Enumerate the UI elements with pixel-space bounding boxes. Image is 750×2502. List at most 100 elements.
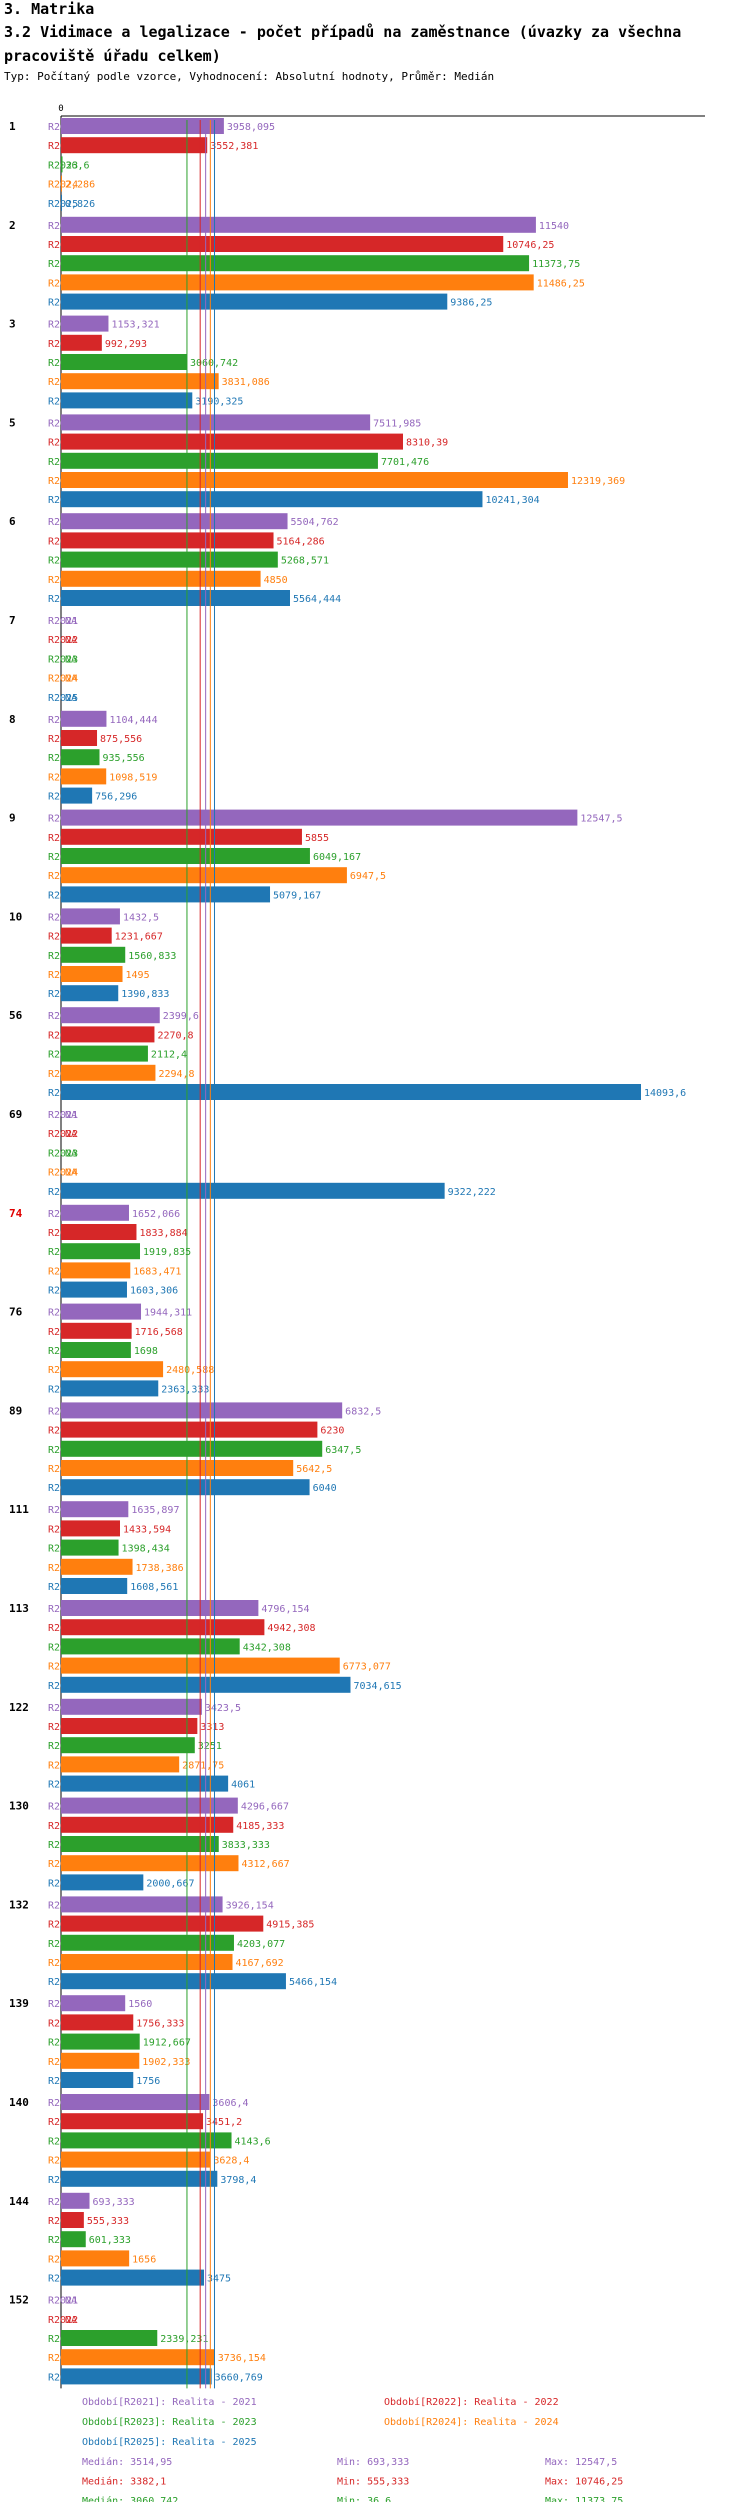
data-label: 2,286 bbox=[65, 180, 95, 191]
bar-132-R2021 bbox=[61, 1896, 223, 1913]
data-label: 3798,4 bbox=[220, 2175, 256, 2186]
legend-item-R2021: Období[R2021]: Realita - 2021 bbox=[82, 2396, 257, 2408]
bar-3-R2021 bbox=[61, 315, 109, 332]
series-key-label: R2021 bbox=[48, 2296, 78, 2307]
data-label: 1398,434 bbox=[122, 1544, 170, 1555]
data-label: NA bbox=[65, 2315, 77, 2326]
bar-8-R2023 bbox=[61, 749, 100, 766]
bar-1-R2021 bbox=[61, 118, 224, 134]
data-label: 3552,381 bbox=[210, 141, 258, 152]
data-label: 11486,25 bbox=[537, 278, 585, 289]
bar-56-R2025 bbox=[61, 1084, 641, 1100]
bar-76-R2021 bbox=[61, 1303, 142, 1320]
bar-140-R2022 bbox=[61, 2113, 204, 2130]
stat-median-R2021: Medián: 3514,95 bbox=[82, 2456, 172, 2468]
bar-9-R2023 bbox=[61, 848, 310, 864]
data-label: 1756,333 bbox=[136, 2018, 184, 2029]
bar-111-R2021 bbox=[61, 1501, 129, 1518]
bar-1-R2025 bbox=[61, 194, 62, 211]
group-label-9: 9 bbox=[9, 812, 16, 825]
data-label: 14093,6 bbox=[644, 1088, 686, 1099]
data-label: NA bbox=[65, 1148, 77, 1159]
data-label: 1098,519 bbox=[109, 772, 157, 783]
series-key-label: R2022 bbox=[48, 1129, 78, 1140]
bar-74-R2024 bbox=[61, 1262, 131, 1279]
legend-item-R2023: Období[R2023]: Realita - 2023 bbox=[82, 2416, 257, 2428]
bar-8-R2025 bbox=[61, 787, 93, 804]
bar-89-R2025 bbox=[61, 1479, 310, 1496]
bar-10-R2021 bbox=[61, 908, 120, 925]
group-label-1: 1 bbox=[9, 120, 16, 133]
data-label: 0,826 bbox=[65, 199, 95, 210]
group-label-76: 76 bbox=[9, 1306, 23, 1319]
bar-152-R2025 bbox=[61, 2368, 212, 2385]
data-label: 1944,311 bbox=[144, 1308, 192, 1319]
group-label-5: 5 bbox=[9, 416, 16, 429]
data-label: 1390,833 bbox=[121, 989, 169, 1000]
data-label: 3660,769 bbox=[215, 2372, 263, 2383]
data-label: 601,333 bbox=[89, 2235, 131, 2246]
series-key-label: R2022 bbox=[48, 635, 78, 646]
data-label: 1756 bbox=[136, 2076, 160, 2087]
data-label: 6832,5 bbox=[345, 1406, 381, 1417]
data-label: 11540 bbox=[539, 221, 569, 232]
bar-130-R2022 bbox=[61, 1816, 234, 1833]
bar-56-R2023 bbox=[61, 1045, 148, 1062]
data-label: NA bbox=[65, 616, 77, 627]
bar-140-R2024 bbox=[61, 2151, 211, 2168]
bar-3-R2023 bbox=[61, 354, 187, 370]
bar-140-R2025 bbox=[61, 2170, 218, 2187]
data-label: 3190,325 bbox=[195, 396, 243, 407]
data-label: 4850 bbox=[264, 575, 288, 586]
series-key-label: R2021 bbox=[48, 616, 78, 627]
data-label: 1833,884 bbox=[139, 1228, 187, 1239]
group-label-56: 56 bbox=[9, 1009, 23, 1022]
data-label: 5504,762 bbox=[291, 517, 339, 528]
x-tick-label-0: 0 bbox=[58, 104, 63, 114]
group-label-3: 3 bbox=[9, 318, 16, 331]
group-label-152: 152 bbox=[9, 2294, 29, 2307]
group-label-139: 139 bbox=[9, 1997, 29, 2010]
data-label: 4312,667 bbox=[241, 1859, 289, 1870]
data-label: 2399,6 bbox=[163, 1011, 199, 1022]
group-label-7: 7 bbox=[9, 614, 16, 627]
data-label: 7701,476 bbox=[381, 457, 429, 468]
series-key-label: R2021 bbox=[48, 1110, 78, 1121]
group-label-10: 10 bbox=[9, 910, 22, 923]
chart-title: 3.2 Vidimace a legalizace - počet případ… bbox=[4, 23, 682, 65]
data-label: 5466,154 bbox=[289, 1977, 337, 1988]
data-label: 1104,444 bbox=[109, 715, 157, 726]
data-label: 1608,561 bbox=[130, 1582, 178, 1593]
data-label: 4342,308 bbox=[243, 1642, 291, 1653]
data-label: 756,296 bbox=[95, 792, 137, 803]
group-label-113: 113 bbox=[9, 1602, 29, 1615]
data-label: 3423,5 bbox=[205, 1703, 241, 1714]
data-label: 1495 bbox=[126, 970, 150, 981]
series-key-label: R2025 bbox=[48, 199, 78, 210]
data-label: 1560,833 bbox=[128, 951, 176, 962]
bar-6-R2023 bbox=[61, 551, 278, 568]
series-key-label: R2023 bbox=[48, 654, 78, 665]
bar-6-R2024 bbox=[61, 570, 261, 587]
bar-89-R2021 bbox=[61, 1402, 343, 1419]
legend-item-R2024: Období[R2024]: Realita - 2024 bbox=[384, 2416, 559, 2428]
data-label: 6049,167 bbox=[313, 852, 361, 863]
bar-113-R2022 bbox=[61, 1619, 265, 1636]
data-label: 3958,095 bbox=[227, 122, 275, 133]
group-label-122: 122 bbox=[9, 1701, 29, 1714]
data-label: 1716,568 bbox=[135, 1327, 183, 1338]
data-label: 4796,154 bbox=[261, 1604, 309, 1615]
group-label-132: 132 bbox=[9, 1898, 29, 1911]
data-label: 1652,066 bbox=[132, 1209, 180, 1220]
data-label: 6040 bbox=[313, 1483, 337, 1494]
bar-76-R2022 bbox=[61, 1322, 132, 1339]
bar-8-R2022 bbox=[61, 730, 98, 746]
bar-132-R2024 bbox=[61, 1954, 233, 1970]
data-label: 2480,588 bbox=[166, 1365, 214, 1376]
bar-9-R2022 bbox=[61, 828, 302, 845]
bar-130-R2023 bbox=[61, 1836, 219, 1852]
data-label: 3831,086 bbox=[222, 377, 270, 388]
legend-item-R2022: Období[R2022]: Realita - 2022 bbox=[384, 2396, 559, 2408]
bar-132-R2022 bbox=[61, 1915, 264, 1932]
